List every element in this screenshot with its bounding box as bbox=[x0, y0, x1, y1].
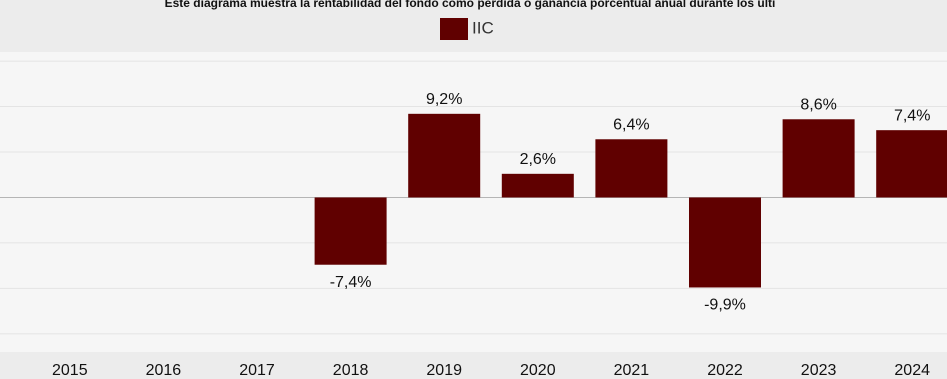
x-tick-label: 2019 bbox=[426, 362, 462, 379]
value-label: 7,4% bbox=[894, 107, 930, 124]
x-tick-label: 2018 bbox=[333, 362, 369, 379]
legend-swatch bbox=[440, 18, 468, 40]
chart-title: Este diagrama muestra la rentabilidad de… bbox=[165, 0, 776, 10]
bar bbox=[876, 130, 947, 198]
bar bbox=[501, 173, 574, 198]
x-tick-label: 2016 bbox=[146, 362, 182, 379]
bar bbox=[314, 197, 387, 265]
x-tick-label: 2022 bbox=[707, 362, 743, 379]
x-tick-label: 2021 bbox=[614, 362, 650, 379]
x-tick-label: 2017 bbox=[239, 362, 275, 379]
bar bbox=[595, 139, 668, 198]
bar bbox=[782, 119, 855, 198]
plot-area bbox=[0, 52, 947, 352]
x-tick-label: 2020 bbox=[520, 362, 556, 379]
bar bbox=[689, 197, 761, 288]
value-label: -9,9% bbox=[704, 297, 746, 314]
value-label: -7,4% bbox=[330, 274, 372, 291]
value-label: 9,2% bbox=[426, 91, 462, 108]
value-label: 2,6% bbox=[520, 151, 556, 168]
x-tick-label: 2015 bbox=[52, 362, 88, 379]
value-label: 6,4% bbox=[613, 116, 649, 133]
x-tick-label: 2024 bbox=[894, 362, 930, 379]
legend-label: IIC bbox=[472, 18, 494, 37]
bar bbox=[408, 113, 481, 198]
value-label: 8,6% bbox=[800, 96, 836, 113]
x-tick-label: 2023 bbox=[801, 362, 837, 379]
